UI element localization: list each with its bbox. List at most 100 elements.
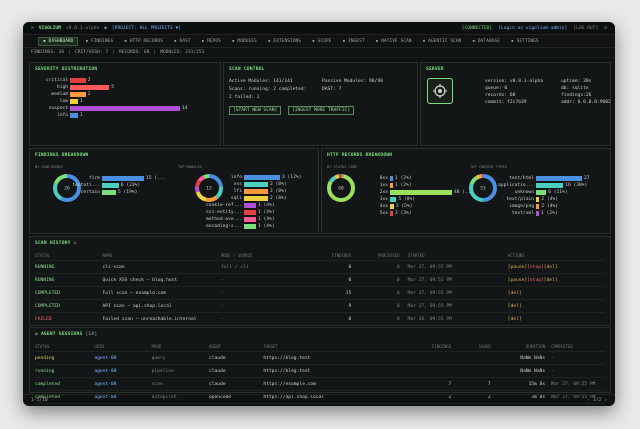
ingest-traffic-button[interactable]: [INGEST MORE TRAFFIC] (288, 106, 355, 115)
server-findings: findings:26 (561, 93, 592, 98)
table-row[interactable]: FAILED Failed scan — unreachable.internal… (35, 312, 605, 325)
stat-records: RECORDS: 60 (118, 50, 150, 55)
legend-name: 5xx (379, 210, 388, 216)
legend-value: 1 (4%) (258, 223, 275, 229)
severity-row: medium 2 (30, 91, 90, 97)
main-tabs: ▪ DASHBOARD ▪ FINDINGS ▪ HTTP RECORDS ▪ DAS… (23, 35, 615, 48)
tab-agentic-scan[interactable]: ▪ AGENTIC SCAN (419, 38, 466, 45)
logout-button[interactable]: [LOG OUT] (573, 25, 599, 31)
session-uuid[interactable]: agent-08 (94, 377, 152, 391)
server-commit: commit: f2c7b39 (485, 100, 527, 105)
tab-extensions[interactable]: ▪ EXTENSIONS (264, 38, 305, 45)
tab-http-records[interactable]: ▪ HTTP RECORDS (120, 38, 167, 45)
findings-breakdown-panel: FINDINGS BREAKDOWN BY CONFIDENCE TOP MOD… (29, 148, 319, 234)
connection-status: [CONNECTED] (461, 25, 493, 31)
tab-label: SCOPE (317, 38, 332, 44)
scan-name[interactable]: Full scan — example.com (102, 286, 221, 300)
column-header: FINDINGS (331, 252, 352, 258)
table-row[interactable]: RUNNING Quick XSS check — blog.host -0 0 Mar… (35, 273, 605, 287)
session-findings (411, 364, 452, 378)
session-status: pending (35, 351, 95, 365)
table-row[interactable]: COMPLETED API scan — api.shop.local -9 0 Mar… (35, 299, 605, 313)
agent-sessions-title: ◉ AGENT SESSIONS [10] (35, 332, 98, 337)
table-row[interactable]: COMPLETED Full scan — example.com -15 0 Mar … (35, 286, 605, 300)
action-stop-button[interactable]: [stop] (527, 277, 544, 283)
scan-processed: 0 (351, 273, 400, 287)
table-row[interactable]: RUNNING cli-scan full / cli 0 0 Mar 27, 09:55… (35, 260, 605, 274)
legend-row: 1xx 1 (2%) (358, 182, 412, 188)
action-del-button[interactable]: [del] (507, 303, 522, 309)
server-version: version: v0.0.1-alpha (485, 79, 544, 84)
legend-name: 0xx (379, 175, 388, 181)
table-row[interactable]: pending agent-08 query claude https://blog.t… (35, 351, 605, 365)
gear-icon[interactable]: ⚙ (604, 25, 607, 31)
table-row[interactable]: running agent-08 pipeline claude https://blo… (35, 364, 605, 378)
session-status: completed (35, 403, 95, 406)
scan-name[interactable]: Quick XSS check — blog.host (102, 273, 221, 287)
tab-label: HTTP RECORDS (129, 38, 163, 44)
chevron-right-icon[interactable]: › (604, 398, 607, 403)
tab-native-scan[interactable]: ▪ NATIVE SCAN (372, 38, 416, 45)
server-uptime: uptime: 30s (561, 79, 592, 84)
legend-row: certain 5 (19%) (66, 189, 137, 195)
severity-title: SEVERITY DISTRIBUTION (35, 67, 98, 72)
scan-started: Mar 27, 09:55 PM (399, 286, 500, 300)
session-duration: NaNm NaNs (490, 351, 546, 365)
legend-bar (244, 188, 268, 194)
tab-findings[interactable]: ▪ FINDINGS (81, 38, 117, 45)
action-del-button[interactable]: [del] (543, 264, 558, 270)
login-info[interactable]: [Login as vigolium-admin] (498, 25, 568, 31)
tab-icon: ▪ (511, 38, 517, 44)
project-selector[interactable]: [PROJECT: ALL PROJECTS ▼] (111, 25, 182, 31)
column-header: PROCESSED (377, 252, 400, 258)
table-row[interactable]: completedagent-08pipelineclaudehttps://a… (35, 403, 605, 406)
scan-name[interactable]: cli-scan (102, 260, 221, 274)
session-duration: 15m 0s (490, 377, 546, 391)
donut-segment (53, 174, 81, 202)
scan-status: COMPLETED (35, 299, 103, 313)
legend-value: 2 (8%) (270, 188, 287, 194)
session-target: https://api.shop.local (263, 403, 412, 406)
legend-value: 2 (4%) (541, 196, 559, 202)
scan-actions: [del] (499, 299, 605, 313)
action-del-button[interactable]: [del] (507, 316, 522, 322)
tab-settings[interactable]: ▪ SETTINGS (507, 38, 543, 45)
legend-value: 1 (2%) (395, 182, 412, 188)
tab-repos[interactable]: ▪ REPOS (198, 38, 225, 45)
legend-row: applicatio... 16 (30%) (494, 182, 587, 188)
by-confidence-label: BY CONFIDENCE (35, 165, 64, 169)
legend-row: 4xx 3 (5%) (358, 203, 412, 209)
session-target: https://blog.test (263, 364, 412, 378)
action-pause-button[interactable]: [pause] (507, 264, 528, 270)
session-mode: query (151, 351, 209, 365)
scan-name[interactable]: API scan — api.shop.local (102, 299, 221, 313)
tab-dashboard[interactable]: ▪ DASHBOARD (38, 36, 79, 46)
session-mode: pipeline (151, 403, 209, 406)
tab-database[interactable]: ▪ DATABASE (468, 38, 504, 45)
tab-ingest[interactable]: ▪ INGEST (338, 38, 368, 45)
action-del-button[interactable]: [del] (543, 277, 558, 283)
session-uuid[interactable]: agent-08 (94, 390, 152, 404)
table-row[interactable]: completed agent-08 scan claude https://examp… (35, 377, 605, 391)
scan-name[interactable]: Failed scan — unreachable.internal (102, 312, 221, 325)
session-uuid[interactable]: agent-08 (94, 364, 152, 378)
tab-modules[interactable]: ▪ MODULES (228, 38, 261, 45)
session-uuid[interactable]: agent-08 (94, 403, 152, 406)
action-pause-button[interactable]: [pause] (507, 277, 528, 283)
tab-dast[interactable]: ▪ DAST (170, 38, 195, 45)
chevron-left-icon[interactable]: ‹ (587, 398, 590, 403)
refresh-icon[interactable]: ↻ (73, 241, 77, 246)
column-header: MODE / SOURCE (220, 252, 253, 258)
session-uuid[interactable]: agent-08 (94, 351, 152, 365)
action-stop-button[interactable]: [stop] (527, 264, 544, 270)
tab-scope[interactable]: ▪ SCOPE (308, 38, 335, 45)
page-indicator: 1/2 (592, 398, 602, 403)
scan-mode: full / cli (220, 260, 308, 274)
scan-control-panel: SCAN CONTROL Active Modules: 141/141 Pas… (223, 62, 418, 146)
severity-value: 5 (111, 84, 115, 90)
table-row[interactable]: completed agent-08 autopilot opencode https:… (35, 390, 605, 404)
donut-total: 60 (338, 186, 344, 192)
scan-processed: 0 (351, 312, 400, 325)
start-new-scan-button[interactable]: [START NEW SCAN] (229, 106, 282, 115)
action-del-button[interactable]: [del] (507, 290, 522, 296)
